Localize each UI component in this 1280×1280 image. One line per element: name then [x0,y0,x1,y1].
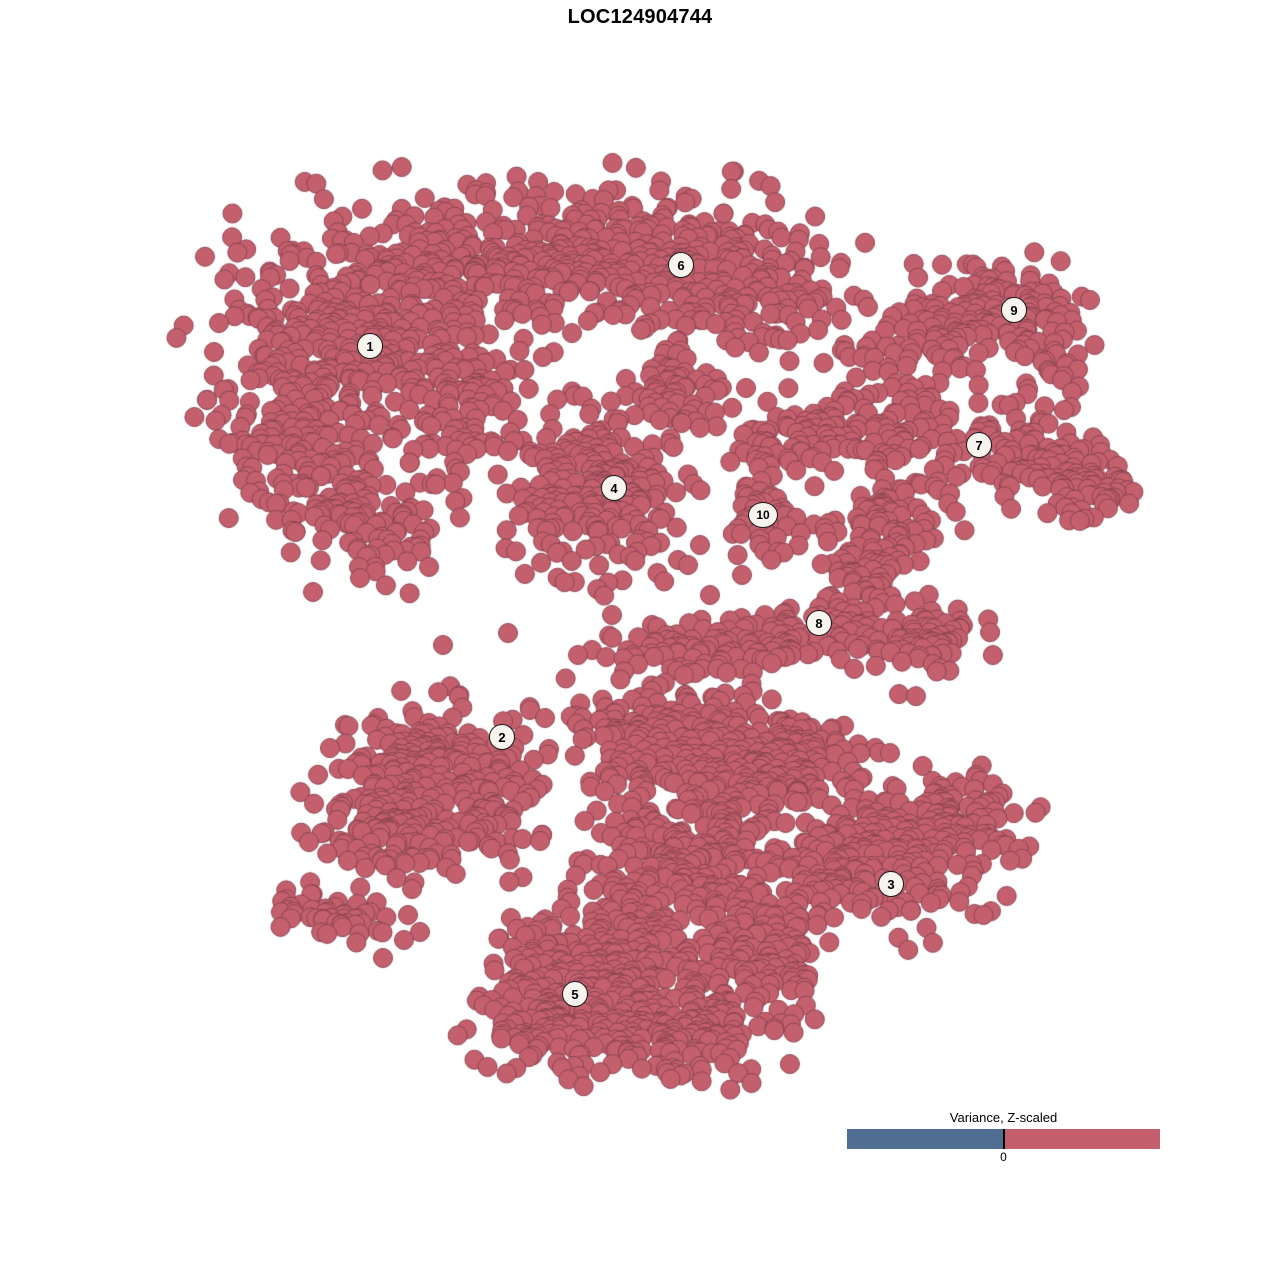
cluster-label-text: 6 [677,257,685,273]
cluster-label-text: 5 [571,986,579,1002]
colorbar-legend: Variance, Z-scaled 0 [847,1110,1160,1165]
cluster-label-5[interactable]: 5 [562,981,588,1007]
scatter-point-cloud[interactable] [0,40,1280,1120]
colorbar-tick-labels: 0 [847,1149,1160,1165]
cluster-label-10[interactable]: 10 [748,502,778,528]
cluster-label-text: 4 [610,480,618,496]
cluster-label-text: 1 [366,338,374,354]
cluster-label-text: 7 [975,437,983,453]
cluster-label-6[interactable]: 6 [668,252,694,278]
colorbar-title: Variance, Z-scaled [949,1110,1058,1125]
colorbar-high-segment [1003,1129,1160,1149]
cluster-label-2[interactable]: 2 [489,724,515,750]
colorbar-tick-label-zero: 0 [1000,1150,1007,1164]
page-title: LOC124904744 [567,6,713,28]
cluster-label-3[interactable]: 3 [878,871,904,897]
colorbar-gradient[interactable] [847,1129,1160,1149]
cluster-label-text: 10 [756,508,770,522]
cluster-label-text: 3 [887,876,895,892]
colorbar-zero-tick [1002,1129,1005,1149]
cluster-label-4[interactable]: 4 [601,475,627,501]
cluster-label-text: 9 [1010,302,1018,318]
cluster-label-9[interactable]: 9 [1001,297,1027,323]
cluster-label-text: 8 [815,615,823,631]
cluster-label-1[interactable]: 1 [357,333,383,359]
colorbar-low-segment [847,1129,1004,1149]
cluster-label-text: 2 [498,729,506,745]
cluster-label-8[interactable]: 8 [806,610,832,636]
cluster-label-7[interactable]: 7 [966,432,992,458]
